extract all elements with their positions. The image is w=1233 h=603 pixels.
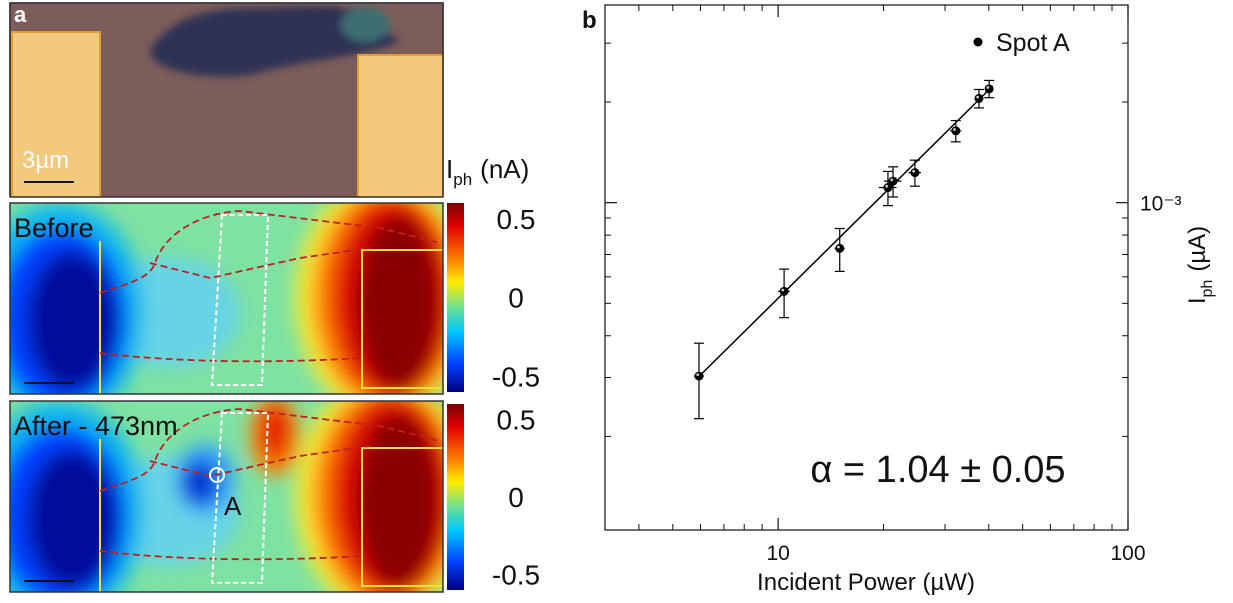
symbol: I	[1184, 297, 1211, 304]
x-tick-label: 100	[1110, 542, 1145, 565]
point-highlight	[953, 128, 956, 131]
colorbar-title: Iph (nA)	[446, 154, 529, 189]
flake-outline	[99, 408, 441, 561]
unit: (µA)	[1184, 226, 1211, 272]
point-highlight	[837, 245, 840, 249]
region	[182, 461, 218, 505]
region	[261, 403, 289, 459]
unit: (nA)	[480, 154, 529, 184]
colorbar-tick-label: 0.5	[497, 405, 536, 436]
colorbar-tick-label: -0.5	[492, 361, 540, 392]
spot-label: A	[224, 491, 242, 521]
photocurrent-map	[10, 401, 443, 592]
electrode	[357, 54, 443, 197]
legend-marker	[973, 37, 983, 47]
data-point	[835, 243, 845, 253]
x-tick-label: 10	[766, 542, 789, 565]
data-point	[779, 286, 789, 296]
map-label: Before	[14, 213, 94, 243]
panel-a: 0.5 0 -0.5 0.5 0 -0.5	[9, 2, 540, 593]
flake-outline	[99, 210, 441, 363]
colorbar-tick-label: 0	[508, 482, 524, 513]
spot-marker	[209, 467, 225, 483]
symbol: I	[446, 154, 453, 184]
colorbar-tick-label: 0.5	[497, 204, 536, 235]
point-highlight	[976, 95, 980, 99]
data-point	[694, 371, 704, 381]
colorbar-tick-label: -0.5	[492, 560, 540, 591]
electrode-edge	[361, 249, 443, 389]
y-tick-label: 10⁻³	[1140, 193, 1181, 216]
data-point	[974, 93, 984, 103]
point-highlight	[885, 184, 889, 188]
region	[356, 215, 440, 391]
channel-box	[210, 412, 270, 584]
colorbar	[447, 404, 464, 590]
colorbar	[447, 203, 464, 392]
plot-frame	[604, 4, 1129, 531]
fit-line	[697, 87, 992, 379]
subscript: ph	[453, 170, 472, 189]
panel-label: a	[14, 2, 27, 27]
flake-edge	[340, 7, 390, 43]
electrode	[11, 31, 101, 197]
subscript: ph	[1199, 280, 1216, 298]
x-axis-label: Incident Power (µW)	[757, 569, 975, 596]
frame	[9, 2, 444, 198]
point-highlight	[781, 288, 785, 292]
point-highlight	[986, 86, 990, 89]
region	[356, 413, 440, 589]
map-label: After - 473nm	[14, 411, 178, 441]
optical-image	[10, 3, 443, 197]
annotation: α = 1.04 ± 0.05	[810, 449, 1065, 491]
region	[27, 449, 117, 589]
point-highlight	[890, 178, 894, 182]
scale-bar-label: 3µm	[22, 147, 69, 174]
frame	[9, 400, 444, 593]
frame	[9, 202, 444, 395]
colorbar-tick-label: 0	[508, 283, 524, 314]
electrode-edge	[361, 447, 443, 587]
data-point	[888, 176, 898, 186]
region	[27, 251, 117, 391]
legend-label: Spot A	[996, 29, 1070, 57]
point-highlight	[696, 373, 700, 377]
data-point	[984, 84, 994, 94]
panel-label: b	[582, 7, 597, 34]
y-axis-label: Iph (µA)	[1184, 226, 1216, 304]
data-point	[910, 168, 920, 178]
photocurrent-map	[10, 203, 443, 394]
flake	[150, 6, 400, 77]
channel-box	[210, 214, 270, 386]
point-highlight	[912, 169, 916, 173]
data-point	[951, 126, 961, 136]
